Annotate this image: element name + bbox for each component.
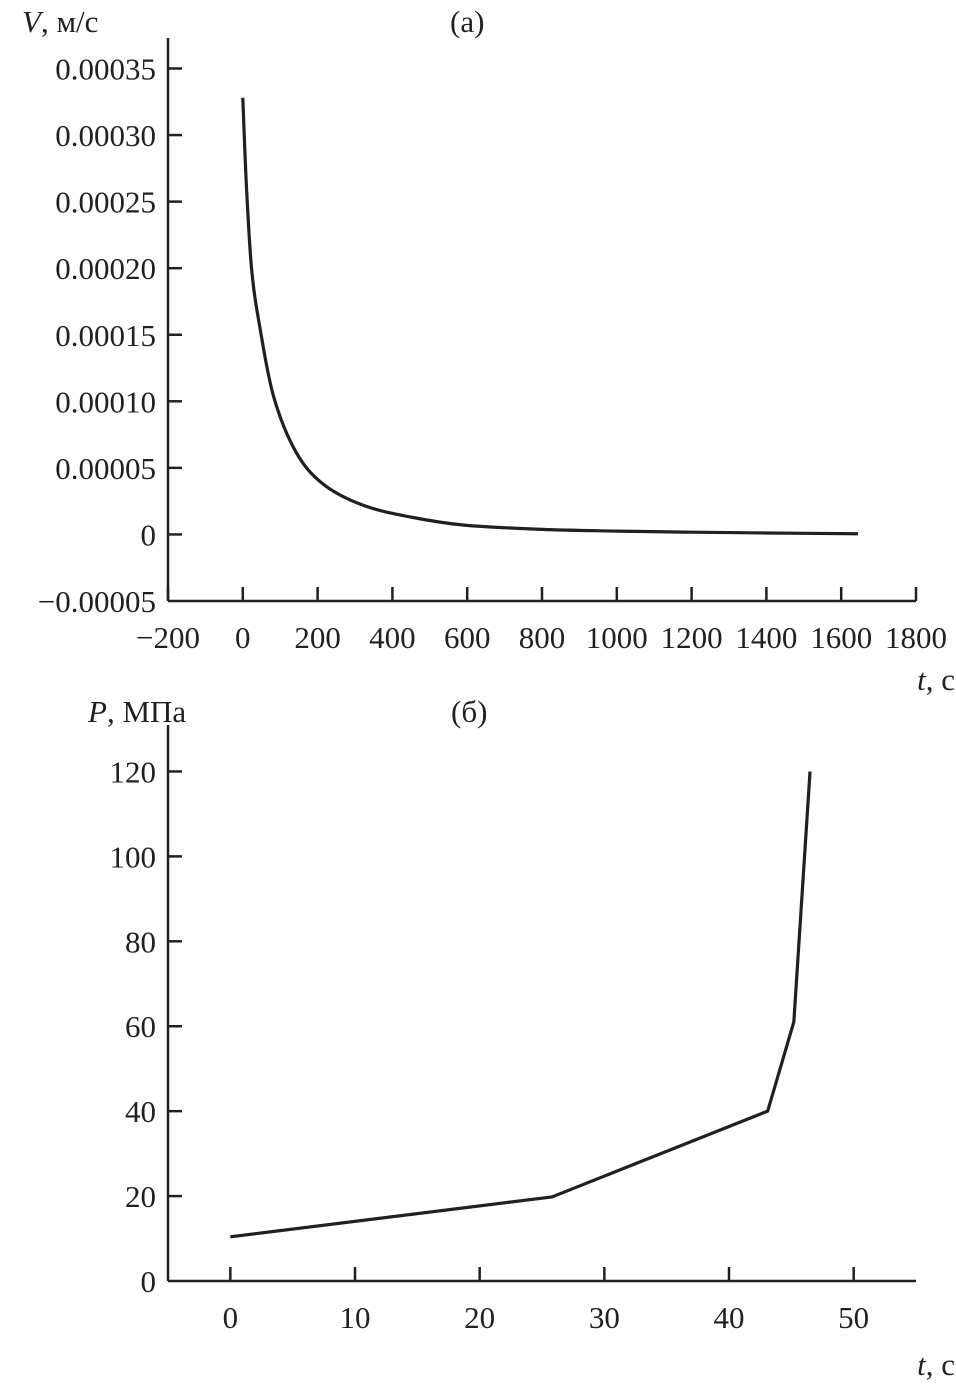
chart-b-ylabel-var: P <box>87 694 107 729</box>
chart-b-y-tick-label: 20 <box>125 1179 156 1214</box>
chart-b-x-tick-label: 0 <box>223 1300 239 1335</box>
chart-a-x-tick-label: 0 <box>235 620 251 655</box>
chart-b-ticks: 0 10 20 30 40 50 0 20 40 60 80 100 120 <box>110 754 870 1335</box>
chart-a-x-tick-label: 1800 <box>885 620 947 655</box>
chart-a-y-tick-label: 0 <box>141 517 157 552</box>
chart-b-y-tick-label: 120 <box>110 754 157 789</box>
chart-a-x-tick-label: 400 <box>369 620 416 655</box>
chart-a-ylabel: V, м/с <box>22 4 98 39</box>
chart-b-x-tick-label: 20 <box>464 1300 495 1335</box>
chart-a-y-tick-label: 0.00030 <box>55 118 156 153</box>
chart-b-x-tick-label: 10 <box>340 1300 371 1335</box>
chart-a-x-tick-label: 1600 <box>810 620 872 655</box>
chart-a-xlabel-unit: , с <box>926 662 955 697</box>
chart-a-ticks: −200 0 200 400 600 800 1000 1200 1400 1600 1800 −0.… <box>38 52 947 656</box>
chart-b-pressure: (б) P, МПа t, с 0 10 20 30 40 50 0 20 40 60 80 100 1… <box>87 694 955 1382</box>
chart-a-x-tick-label: 1200 <box>661 620 723 655</box>
chart-b-series-line <box>230 771 812 1239</box>
chart-b-x-tick-label: 50 <box>838 1300 869 1335</box>
chart-a-y-tick-label: 0.00025 <box>55 185 156 220</box>
chart-b-ylabel-unit: , МПа <box>107 694 186 729</box>
chart-a-x-tick-label: 600 <box>444 620 491 655</box>
chart-a-x-tick-label: 800 <box>519 620 566 655</box>
chart-b-xlabel-var: t <box>917 1347 927 1382</box>
chart-b-ylabel: P, МПа <box>87 694 186 729</box>
chart-a-xlabel-var: t <box>917 662 927 697</box>
chart-b-y-tick-label: 100 <box>110 839 157 874</box>
chart-b-y-tick-label: 60 <box>125 1009 156 1044</box>
chart-b-title: (б) <box>451 694 487 729</box>
chart-b-x-tick-label: 40 <box>714 1300 745 1335</box>
chart-a-xlabel: t, с <box>917 662 955 697</box>
chart-b-y-tick-label: 40 <box>125 1094 156 1129</box>
chart-a-y-tick-label: 0.00015 <box>55 318 156 353</box>
chart-a-y-tick-label: 0.00020 <box>55 251 156 286</box>
chart-a-velocity: (а) V, м/с t, с −200 0 200 400 600 800 1000 120… <box>22 4 955 697</box>
chart-b-y-tick-label: 0 <box>141 1264 157 1299</box>
chart-a-x-tick-label: −200 <box>136 620 200 655</box>
chart-a-ylabel-unit: , м/с <box>41 4 99 39</box>
chart-a-y-tick-label: −0.00005 <box>38 584 156 619</box>
chart-a-y-tick-label: 0.00010 <box>55 384 156 419</box>
chart-a-series-line <box>241 97 859 536</box>
chart-b-xlabel: t, с <box>917 1347 955 1382</box>
chart-a-y-tick-label: 0.00035 <box>55 52 156 87</box>
chart-a-x-tick-label: 200 <box>294 620 341 655</box>
chart-b-y-tick-label: 80 <box>125 924 156 959</box>
chart-a-x-tick-label: 1000 <box>586 620 648 655</box>
chart-b-xlabel-unit: , с <box>926 1347 955 1382</box>
chart-a-ylabel-var: V <box>22 4 44 39</box>
chart-b-x-tick-label: 30 <box>589 1300 620 1335</box>
chart-a-y-tick-label: 0.00005 <box>55 451 156 486</box>
chart-a-title: (а) <box>450 4 484 39</box>
chart-a-x-tick-label: 1400 <box>735 620 797 655</box>
